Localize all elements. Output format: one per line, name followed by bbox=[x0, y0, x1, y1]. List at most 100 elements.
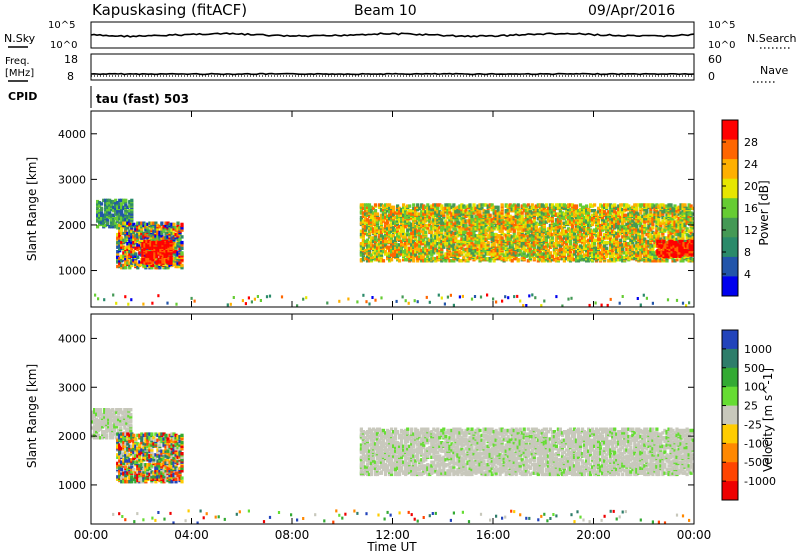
heatmap-cell bbox=[138, 235, 142, 239]
heatmap-cell bbox=[528, 212, 532, 216]
heatmap-cell bbox=[418, 237, 422, 241]
heatmap-cell bbox=[582, 232, 587, 237]
heatmap-cell bbox=[167, 246, 171, 250]
heatmap-cell bbox=[448, 227, 452, 231]
heatmap-cell bbox=[420, 242, 424, 246]
heatmap-cell bbox=[458, 250, 462, 254]
heatmap-cell bbox=[544, 203, 548, 207]
heatmap-cell bbox=[128, 242, 132, 246]
heatmap-cell bbox=[568, 242, 573, 246]
heatmap-cell bbox=[597, 206, 601, 211]
heatmap-cell bbox=[369, 220, 374, 224]
heatmap-cell bbox=[635, 253, 639, 257]
heatmap-cell bbox=[597, 231, 601, 236]
heatmap-cell bbox=[514, 206, 518, 211]
heatmap-cell bbox=[566, 252, 571, 256]
heatmap-cell bbox=[128, 244, 132, 248]
heatmap-cell bbox=[138, 246, 142, 250]
heatmap-cell bbox=[593, 242, 597, 246]
heatmap-cell bbox=[464, 219, 468, 223]
heatmap-cell bbox=[122, 238, 126, 242]
heatmap-cell bbox=[452, 206, 456, 211]
heatmap-cell bbox=[381, 239, 386, 244]
heatmap-cell bbox=[440, 227, 444, 231]
heatmap-cell bbox=[488, 259, 492, 263]
heatmap-cell bbox=[500, 236, 504, 240]
heatmap-cell bbox=[153, 247, 157, 252]
heatmap-cell bbox=[635, 203, 639, 207]
heatmap-cell bbox=[436, 248, 440, 253]
heatmap-cell bbox=[149, 254, 153, 258]
heatmap-cell bbox=[625, 227, 629, 231]
heatmap-cell bbox=[406, 258, 410, 262]
heatmap-cell bbox=[132, 222, 136, 227]
heatmap-cell bbox=[424, 217, 428, 221]
heatmap-cell bbox=[641, 250, 645, 254]
heatmap-cell bbox=[546, 227, 550, 231]
heatmap-cell bbox=[548, 232, 552, 237]
heatmap-cell bbox=[578, 207, 583, 212]
heatmap-cell bbox=[408, 209, 412, 213]
heatmap-cell bbox=[478, 240, 482, 245]
heatmap-cell bbox=[406, 219, 410, 223]
heatmap-cell bbox=[661, 210, 665, 214]
heatmap-cell bbox=[142, 263, 146, 268]
heatmap-cell bbox=[444, 230, 448, 235]
heatmap-cell bbox=[124, 218, 128, 222]
heatmap-cell bbox=[141, 253, 145, 257]
heatmap-cell bbox=[126, 218, 130, 222]
heatmap-cell bbox=[619, 248, 623, 253]
heatmap-cell bbox=[504, 222, 508, 227]
heatmap-cell bbox=[589, 215, 593, 220]
heatmap-cell bbox=[452, 247, 456, 252]
heatmap-cell bbox=[536, 256, 540, 261]
heatmap-cell bbox=[587, 211, 591, 215]
heatmap-cell bbox=[126, 231, 130, 236]
heatmap-cell bbox=[582, 240, 587, 245]
heatmap-cell bbox=[452, 215, 456, 220]
heatmap-cell bbox=[154, 229, 158, 233]
heatmap-cell bbox=[422, 229, 426, 233]
heatmap-cell bbox=[128, 254, 132, 258]
heatmap-cell bbox=[122, 266, 126, 270]
heatmap-cell bbox=[412, 239, 416, 244]
heatmap-cell bbox=[359, 258, 363, 262]
heatmap-cell bbox=[156, 223, 160, 228]
heatmap-cell bbox=[655, 254, 659, 258]
heatmap-cell bbox=[406, 228, 410, 232]
heatmap-cell bbox=[128, 204, 132, 208]
heatmap-cell bbox=[508, 209, 512, 213]
heatmap-cell bbox=[161, 245, 165, 249]
heatmap-cell bbox=[120, 263, 124, 268]
heatmap-cell bbox=[130, 202, 134, 206]
heatmap-cell bbox=[585, 248, 589, 253]
heatmap-cell bbox=[444, 252, 448, 256]
heatmap-cell bbox=[158, 225, 162, 229]
heatmap-cell bbox=[478, 237, 482, 241]
heatmap-cell bbox=[625, 251, 629, 255]
heatmap-cell bbox=[438, 220, 442, 224]
heatmap-cell bbox=[438, 243, 442, 247]
heatmap-cell bbox=[621, 255, 625, 260]
heatmap-cell bbox=[159, 240, 163, 245]
heatmap-cell bbox=[390, 205, 394, 209]
heatmap-cell bbox=[100, 206, 104, 211]
heatmap-cell bbox=[574, 238, 579, 242]
heatmap-cell bbox=[153, 240, 157, 245]
heatmap-cell bbox=[540, 254, 544, 258]
heatmap-cell bbox=[148, 248, 152, 253]
heatmap-cell bbox=[108, 201, 112, 205]
heatmap-cell bbox=[138, 260, 142, 264]
heatmap-cell bbox=[544, 209, 548, 213]
heatmap-cell bbox=[490, 218, 494, 222]
heatmap-cell bbox=[474, 222, 478, 227]
heatmap-cell bbox=[554, 242, 558, 246]
heatmap-cell bbox=[484, 203, 488, 207]
heatmap-cell bbox=[412, 203, 416, 207]
heatmap-cell bbox=[568, 214, 573, 219]
heatmap-cell bbox=[522, 228, 526, 232]
heatmap-cell bbox=[112, 209, 116, 213]
heatmap-cell bbox=[412, 259, 416, 263]
heatmap-cell bbox=[146, 229, 150, 233]
heatmap-cell bbox=[492, 250, 496, 254]
